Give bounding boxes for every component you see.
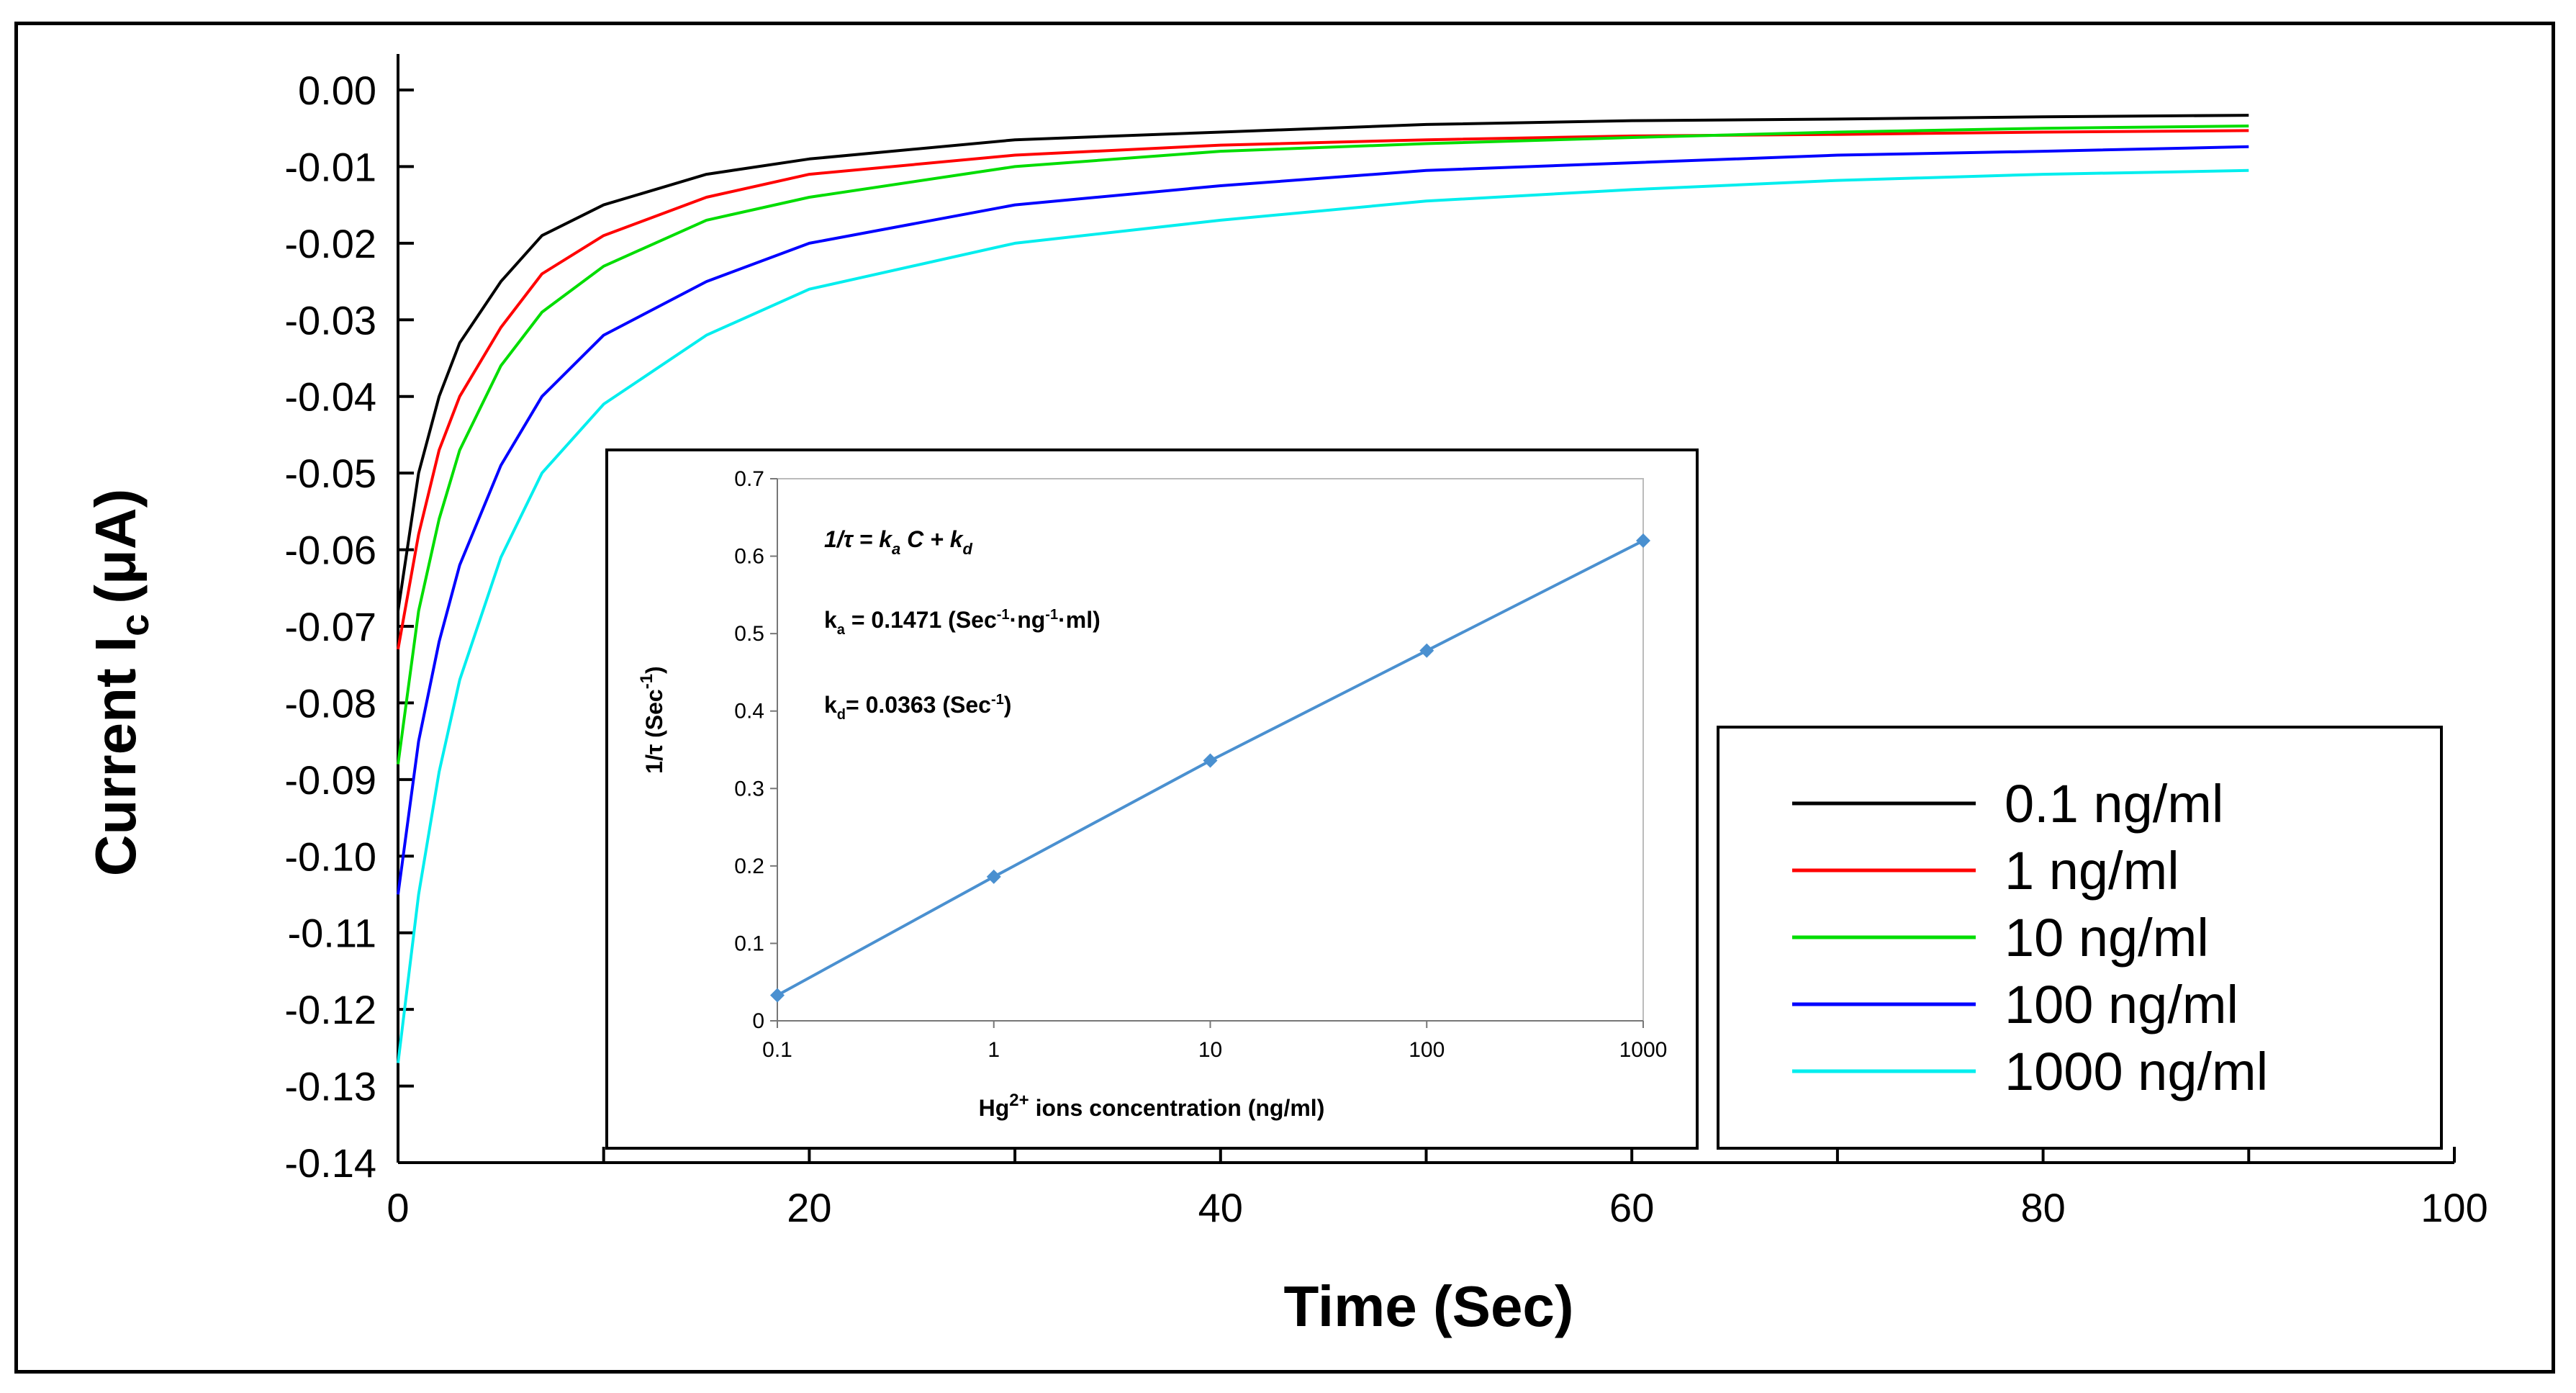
y-tick-label: -0.14 (284, 1140, 376, 1186)
legend: 0.1 ng/ml 1 ng/ml 10 ng/ml 100 ng/ml 1000 ng… (1717, 726, 2443, 1150)
y-tick-label: -0.09 (284, 757, 376, 803)
inset-xlabel-suffix: ions concentration (ng/ml) (1029, 1095, 1325, 1121)
inset-equation-sub2: d (963, 540, 973, 558)
inset-axes: 0 0.1 0.2 0.3 0.4 0.5 0.6 0.7 0.1 1 10 100 1000 (734, 467, 1667, 1062)
y-tick-label: 0.00 (298, 68, 376, 113)
inset-kd-prefix: k (824, 692, 837, 718)
inset-y-tick-label: 0.3 (734, 777, 764, 801)
inset-ylabel-prefix: 1/τ (Sec (641, 689, 667, 773)
legend-label: 100 ng/ml (2005, 975, 2238, 1034)
inset-xlabel-prefix: Hg (979, 1095, 1010, 1121)
inset-ka-sup1: -1 (997, 607, 1010, 623)
inset-kd-sub: d (837, 707, 846, 723)
y-axis-title-sub: c (112, 614, 157, 636)
inset-y-tick-label: 0.1 (734, 932, 764, 955)
inset-ka-annotation: ka = 0.1471 (Sec-1·ng-1·ml) (824, 607, 1101, 638)
y-tick-label: -0.12 (284, 987, 376, 1032)
inset-xlabel-sup: 2+ (1009, 1091, 1029, 1110)
inset-x-tick-label: 1 (988, 1038, 1000, 1062)
x-tick-label: 80 (2020, 1185, 2065, 1230)
y-tick-label: -0.13 (284, 1064, 376, 1109)
y-tick-label: -0.11 (288, 911, 376, 956)
inset-ka-mid: ·ng (1010, 607, 1046, 633)
inset-y-tick-label: 0.6 (734, 545, 764, 569)
y-tick-label: -0.05 (284, 451, 376, 496)
inset-y-axis-title: 1/τ (Sec-1) (637, 666, 667, 773)
inset-series (770, 533, 1650, 1003)
inset-data-point (770, 988, 785, 1003)
x-tick-label: 0 (387, 1185, 409, 1230)
y-axis-title-main: Current I (83, 636, 148, 876)
y-tick-label: -0.01 (284, 144, 376, 189)
inset-y-tick-label: 0.2 (734, 855, 764, 878)
x-tick-label: 60 (1609, 1185, 1654, 1230)
y-tick-label: -0.08 (284, 680, 376, 726)
y-tick-label: -0.10 (284, 834, 376, 879)
inset-ka-value: = 0.1471 (Sec (845, 607, 997, 633)
inset-x-tick-label: 100 (1409, 1038, 1445, 1062)
inset-ka-sup2: -1 (1045, 607, 1058, 623)
legend-items: 0.1 ng/ml 1 ng/ml 10 ng/ml 100 ng/ml 1000 ng… (1792, 774, 2268, 1101)
inset-data-point (1636, 533, 1650, 549)
inset-x-tick-label: 10 (1198, 1038, 1222, 1062)
figure-frame (14, 22, 2555, 1374)
x-tick-label: 40 (1198, 1185, 1243, 1230)
inset-ka-sub: a (837, 622, 846, 638)
inset-ka-prefix: k (824, 607, 837, 633)
inset-kd-suffix: ) (1004, 692, 1012, 718)
y-tick-label: -0.04 (284, 374, 376, 420)
series-line (397, 145, 2249, 895)
y-axis-title-unit: (μA) (83, 489, 148, 604)
legend-label: 1000 ng/ml (2005, 1042, 2268, 1101)
series-line (397, 168, 2249, 1063)
inset-equation-sub1: a (892, 540, 900, 558)
legend-label: 10 ng/ml (2005, 908, 2209, 968)
y-tick-label: -0.06 (284, 528, 376, 573)
inset-x-tick-label: 0.1 (762, 1038, 792, 1062)
inset-ka-suffix: ·ml) (1058, 607, 1101, 633)
main-axes: 0.00 -0.01 -0.02 -0.03 -0.04 -0.05 -0.06 -0.07 -… (284, 54, 2488, 1230)
y-axis-title: Current Ic (μA) (83, 489, 157, 877)
inset-kd-annotation: kd= 0.0363 (Sec-1) (824, 692, 1011, 723)
inset-chart: 0 0.1 0.2 0.3 0.4 0.5 0.6 0.7 0.1 1 10 100 1000 Hg2+… (605, 448, 1699, 1150)
inset-x-axis-title: Hg2+ ions concentration (ng/ml) (979, 1091, 1325, 1121)
inset-equation-mid: C + k (900, 526, 964, 552)
x-axis-title: Time (Sec) (1283, 1274, 1573, 1338)
x-tick-label: 100 (2421, 1185, 2487, 1230)
main-series (397, 114, 2249, 1063)
inset-equation-main: 1/τ = k (824, 526, 893, 552)
y-tick-label: -0.07 (284, 604, 376, 649)
inset-y-tick-label: 0.4 (734, 700, 764, 723)
series-line (397, 114, 2249, 611)
legend-label: 1 ng/ml (2005, 841, 2179, 901)
series-line (397, 125, 2249, 765)
inset-ylabel-sup: -1 (637, 674, 656, 689)
inset-kd-sup: -1 (991, 692, 1004, 708)
inset-equation: 1/τ = ka C + kd (824, 526, 973, 558)
inset-y-tick-label: 0.7 (734, 467, 764, 491)
inset-kd-value: = 0.0363 (Sec (846, 692, 991, 718)
inset-data-point (986, 869, 1001, 884)
y-tick-label: -0.03 (284, 297, 376, 343)
inset-data-point (1203, 753, 1218, 768)
inset-y-tick-label: 0 (752, 1009, 764, 1033)
inset-ylabel-suffix: ) (641, 666, 667, 674)
x-tick-label: 20 (787, 1185, 831, 1230)
inset-x-tick-label: 1000 (1619, 1038, 1668, 1062)
inset-y-tick-label: 0.5 (734, 622, 764, 646)
y-tick-label: -0.02 (284, 221, 376, 266)
legend-label: 0.1 ng/ml (2005, 774, 2223, 834)
inset-frame (605, 448, 1699, 1150)
inset-data-point (1419, 643, 1434, 658)
